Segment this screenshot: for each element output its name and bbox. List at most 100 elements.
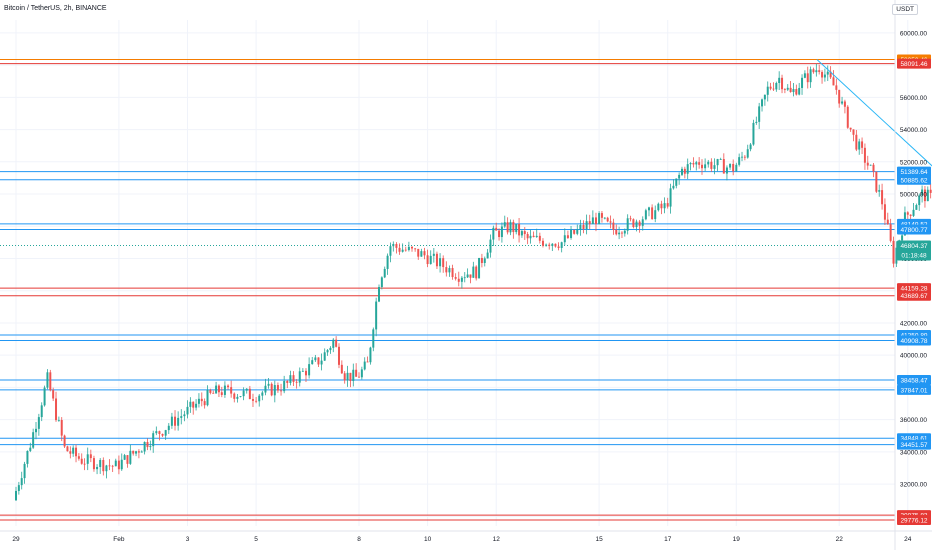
level-label: 40908.78: [900, 338, 927, 345]
candle-body: [695, 162, 698, 165]
candle-body: [532, 235, 535, 238]
candle-body: [363, 361, 366, 370]
candle-body: [195, 403, 198, 408]
candle-body: [132, 450, 135, 454]
level-label: 37847.01: [900, 387, 927, 394]
level-label-bg: [897, 166, 931, 177]
candle-body: [626, 218, 629, 231]
candle-body: [861, 141, 864, 148]
candle-body: [311, 360, 314, 365]
candle-body: [518, 224, 521, 236]
candle-body: [114, 460, 117, 467]
candle-body: [389, 246, 392, 256]
candle-body: [137, 451, 140, 453]
candle-body: [26, 450, 29, 464]
candle-body: [492, 227, 495, 240]
level-label: 29776.12: [900, 517, 927, 524]
candle-body: [886, 219, 889, 225]
candle-body: [809, 69, 812, 83]
grid-lines: [0, 20, 909, 526]
candle-body: [523, 231, 526, 235]
candle-body: [108, 465, 111, 467]
candle-body: [35, 428, 38, 433]
x-tick-label: 24: [904, 536, 912, 543]
candle-body: [761, 99, 764, 107]
candle-body: [818, 70, 821, 72]
candle-body: [404, 249, 407, 251]
candle-body: [895, 247, 898, 264]
candle-body: [267, 383, 270, 386]
candle-body: [620, 232, 623, 234]
candle-body: [89, 454, 92, 459]
level-label: 34451.57: [900, 442, 927, 449]
candle-body: [286, 381, 289, 383]
candle-body: [469, 274, 472, 278]
currency-button[interactable]: USDT: [892, 4, 918, 15]
candle-body: [378, 287, 381, 302]
candle-body: [495, 227, 498, 231]
x-tick-label: 5: [254, 536, 258, 543]
candle-body: [72, 447, 75, 454]
candle-body: [248, 388, 251, 400]
candle-body: [563, 235, 566, 243]
candle-body: [206, 389, 209, 406]
candle-body: [49, 372, 52, 391]
candle-body: [332, 339, 335, 348]
candle-body: [515, 224, 518, 233]
candle-body: [55, 398, 58, 421]
candle-body: [366, 361, 369, 363]
candle-body: [660, 203, 663, 209]
candle-body: [675, 178, 678, 186]
candle-body: [701, 164, 703, 169]
candle-body: [603, 217, 606, 219]
candle-body: [417, 248, 420, 257]
candle-body: [448, 268, 451, 273]
candle-body: [786, 87, 789, 90]
candle-body: [414, 248, 417, 250]
candle-body: [713, 165, 716, 169]
level-label: 50885.62: [900, 177, 927, 184]
candle-body: [83, 463, 86, 465]
candle-body: [526, 234, 529, 239]
candle-body: [798, 87, 801, 95]
candle-body: [314, 357, 317, 361]
candle-body: [918, 195, 921, 206]
candle-body: [457, 278, 460, 282]
candle-body: [858, 141, 861, 150]
candle-body: [852, 129, 855, 135]
candle-body: [75, 447, 78, 457]
candle-body: [901, 235, 904, 241]
candle-body: [317, 357, 320, 365]
candle-body: [781, 77, 784, 90]
candle-body: [174, 416, 177, 426]
candle-body: [929, 189, 932, 193]
candle-body: [164, 430, 167, 436]
candle-body: [37, 417, 40, 429]
candle-body: [594, 217, 597, 225]
candle-body: [912, 209, 915, 216]
candles: [15, 63, 932, 502]
candle-body: [212, 392, 215, 394]
candle-body: [576, 229, 579, 234]
candle-body: [401, 249, 404, 252]
candle-body: [372, 329, 375, 348]
level-label: 58091.46: [900, 61, 927, 68]
candle-body: [117, 460, 120, 470]
candle-body: [821, 71, 824, 78]
trendline: [816, 59, 932, 167]
candle-body: [111, 465, 114, 467]
candle-body: [255, 400, 258, 402]
y-tick-label: 32000.00: [900, 482, 927, 489]
level-label-bg: [897, 375, 931, 386]
candle-body: [881, 190, 884, 205]
candle-body: [557, 246, 560, 248]
candle-body: [86, 454, 89, 464]
candle-body: [926, 189, 929, 202]
x-tick-label: 3: [186, 536, 190, 543]
candle-body: [120, 459, 123, 470]
countdown-label: 01:18:48: [901, 253, 927, 260]
candle-body: [478, 257, 481, 279]
candle-body: [915, 205, 918, 210]
candle-body: [60, 419, 63, 436]
